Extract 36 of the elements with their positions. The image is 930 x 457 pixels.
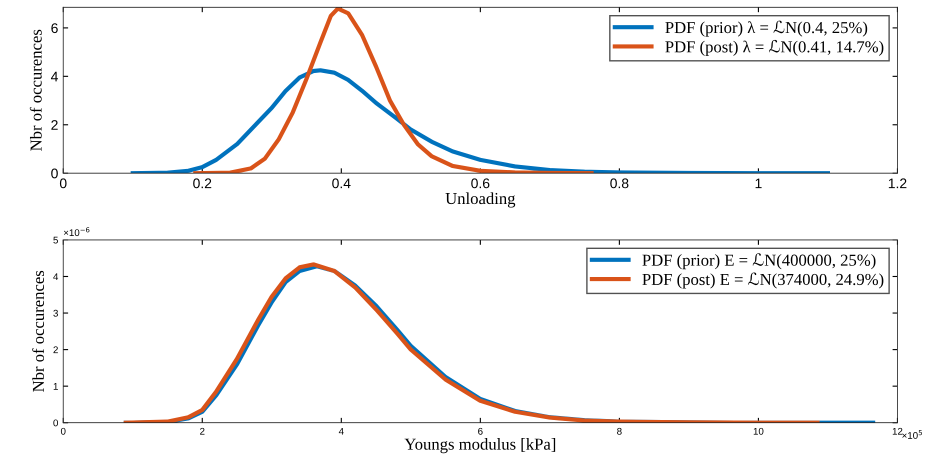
x-tick-label: 12 xyxy=(892,428,902,435)
y-tick-label: 0 xyxy=(53,419,58,426)
line-series xyxy=(193,7,594,174)
text: ×10$^{5}$ xyxy=(902,430,922,439)
x-tick-label: 0.6 xyxy=(471,178,490,188)
legend-label: PDF (post) E = ℒN(374000, 24.9%) xyxy=(642,272,884,288)
y-tick-label: 2 xyxy=(51,120,58,130)
x-tick-label: 0 xyxy=(60,178,67,188)
x-tick-label: 0.8 xyxy=(610,178,628,188)
x-tick-label: 4 xyxy=(338,428,344,435)
legend-label: PDF (post) λ = ℒN(0.41, 14.7%) xyxy=(665,40,884,56)
x-tick-label: 0.2 xyxy=(193,178,212,188)
y-axis-title: Nbr of occurences xyxy=(32,270,44,392)
legend-label: PDF (prior) λ = ℒN(0.4, 25%) xyxy=(665,20,868,37)
y-tick-label: 1 xyxy=(54,383,58,390)
x-axis-title: Unloading xyxy=(446,192,516,208)
y-tick-label: 0 xyxy=(51,168,58,178)
x-tick-label: 8 xyxy=(617,428,622,435)
x-tick-label: 2 xyxy=(200,428,204,435)
y-tick-label: 2 xyxy=(53,346,58,354)
y-tick-label: 3 xyxy=(53,310,58,317)
x-tick-label: 6 xyxy=(478,428,483,435)
y-tick-label: 4 xyxy=(53,273,58,280)
x-tick-label: 0 xyxy=(60,428,66,435)
text: ×10$^{−6}$ xyxy=(64,227,90,236)
x-tick-label: 1 xyxy=(756,178,762,188)
x-tick-label: 10 xyxy=(754,428,764,435)
y-tick-label: 6 xyxy=(51,23,58,34)
x-tick-label: 0.4 xyxy=(332,178,351,188)
legend-label: PDF (prior) E = ℒN(400000, 25%) xyxy=(642,253,876,270)
y-tick-label: 4 xyxy=(50,72,58,82)
x-tick-label: 1.2 xyxy=(888,178,906,188)
line-series xyxy=(130,68,830,174)
x-axis-title: Youngs modulus [kPa] xyxy=(404,438,556,454)
y-axis-title: Nbr of occurences xyxy=(30,30,42,151)
y-tick-label: 5 xyxy=(53,236,58,244)
